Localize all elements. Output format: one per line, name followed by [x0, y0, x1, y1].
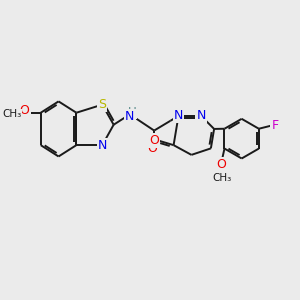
- Text: O: O: [147, 142, 157, 155]
- Text: F: F: [271, 119, 278, 132]
- Text: CH₃: CH₃: [2, 110, 21, 119]
- Text: O: O: [149, 134, 159, 147]
- Text: N: N: [125, 110, 134, 123]
- Text: CH₃: CH₃: [212, 173, 231, 183]
- Text: N: N: [196, 109, 206, 122]
- Text: O: O: [20, 104, 30, 117]
- Text: O: O: [217, 158, 226, 170]
- Text: S: S: [98, 98, 106, 111]
- Text: N: N: [174, 109, 183, 122]
- Text: H: H: [128, 106, 136, 118]
- Text: N: N: [98, 139, 107, 152]
